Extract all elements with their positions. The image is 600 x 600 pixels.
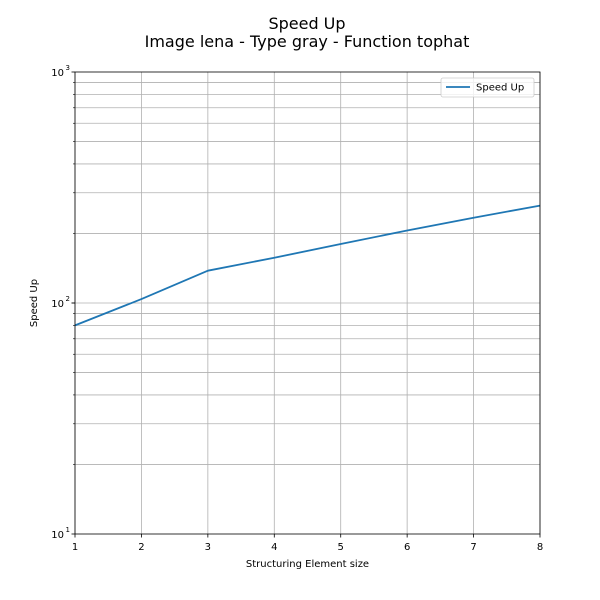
chart-title: Speed Up [268, 14, 345, 33]
x-tick-label: 1 [72, 542, 78, 553]
legend: Speed Up [440, 77, 535, 98]
x-tick-label: 2 [138, 542, 144, 553]
series-line-speed-up [74, 204, 541, 327]
x-tick-label: 6 [404, 542, 410, 553]
x-tick-label: 8 [537, 542, 543, 553]
y-tick-label: 10 [51, 299, 64, 310]
x-axis-label: Structuring Element size [246, 559, 369, 570]
series-layer [74, 204, 541, 327]
y-tick-label: 10 [51, 530, 64, 541]
legend-label: Speed Up [476, 83, 524, 94]
x-tick-label: 3 [205, 542, 211, 553]
x-tick-label: 7 [470, 542, 476, 553]
x-tick-label: 4 [271, 542, 277, 553]
y-tick-exponent: 2 [66, 295, 70, 303]
y-tick-exponent: 3 [66, 64, 70, 72]
grid [74, 72, 541, 534]
legend-box [440, 77, 535, 98]
y-axis-label: Speed Up [29, 279, 40, 327]
y-tick-label: 10 [51, 68, 64, 79]
x-tick-label: 5 [338, 542, 344, 553]
chart-subtitle: Image lena - Type gray - Function tophat [145, 32, 470, 51]
y-tick-exponent: 1 [66, 526, 70, 534]
